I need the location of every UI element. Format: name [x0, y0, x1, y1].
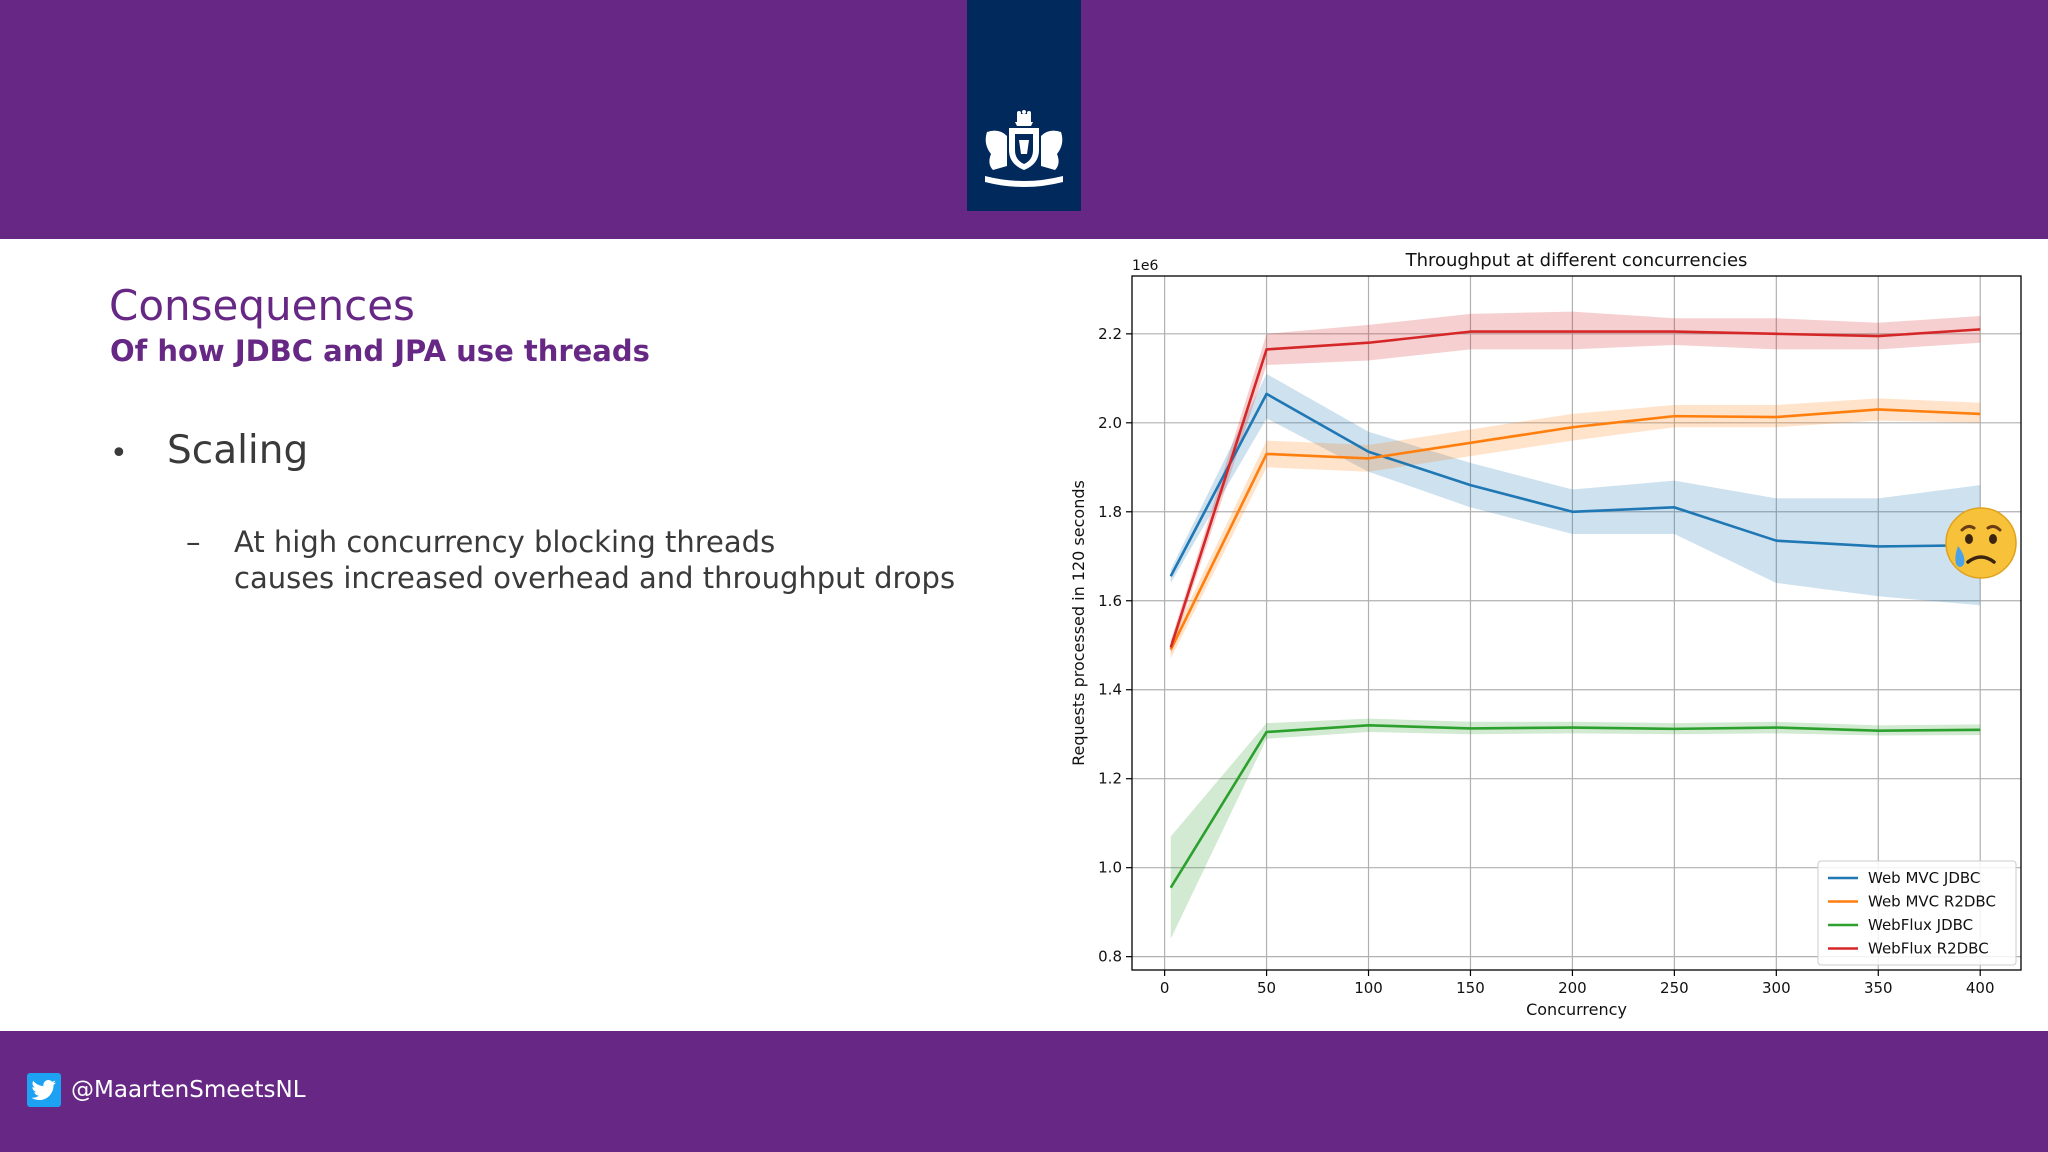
- twitter-icon: [31, 1080, 56, 1100]
- x-tick-label: 150: [1456, 979, 1485, 997]
- bullet-marker: •: [110, 436, 128, 471]
- y-tick-label: 1.6: [1098, 592, 1122, 610]
- y-tick-label: 2.0: [1098, 414, 1122, 432]
- slide-title: Consequences: [109, 281, 415, 330]
- y-tick-label: 1.0: [1098, 859, 1122, 877]
- y-axis-label: Requests processed in 120 seconds: [1069, 480, 1088, 766]
- plot-frame: [1131, 275, 2022, 971]
- slide-subtitle: Of how JDBC and JPA use threads: [110, 334, 650, 368]
- twitter-handle[interactable]: @MaartenSmeetsNL: [71, 1077, 306, 1103]
- sub-bullet-line-1: At high concurrency blocking threads: [234, 525, 776, 559]
- x-tick-label: 250: [1660, 979, 1689, 997]
- sub-bullet-line-2: causes increased overhead and throughput…: [234, 561, 956, 595]
- x-tick-label: 0: [1160, 979, 1170, 997]
- legend-label: WebFlux JDBC: [1868, 916, 1973, 934]
- legend-box: [1817, 860, 2017, 966]
- confidence-band: [1170, 311, 1981, 655]
- sub-bullet-marker: –: [186, 525, 201, 559]
- chart-title: Throughput at different concurrencies: [1405, 250, 1748, 271]
- x-tick-label: 300: [1762, 979, 1791, 997]
- x-axis-label: Concurrency: [1526, 1000, 1627, 1019]
- y-tick-label: 0.8: [1098, 948, 1122, 966]
- y-tick-label: 1.4: [1098, 681, 1122, 699]
- x-tick-label: 200: [1558, 979, 1587, 997]
- legend-label: Web MVC R2DBC: [1868, 893, 1996, 911]
- y-tick-label: 1.2: [1098, 770, 1122, 788]
- x-tick-label: 100: [1354, 979, 1383, 997]
- y-tick-label: 2.2: [1098, 325, 1122, 343]
- y-tick-label: 1.8: [1098, 503, 1122, 521]
- x-tick-label: 400: [1966, 979, 1995, 997]
- logo-box: [967, 0, 1081, 211]
- series-line: [1169, 392, 1981, 577]
- footer-bar: [0, 1031, 2048, 1152]
- x-tick-label: 50: [1257, 979, 1276, 997]
- series-line: [1169, 328, 1981, 648]
- confidence-band: [1170, 373, 1981, 606]
- bullet-scaling: Scaling: [167, 428, 309, 473]
- coat-of-arms-icon: [985, 110, 1063, 187]
- series-line: [1169, 408, 1981, 651]
- crying-face-emoji: [1945, 507, 2017, 579]
- confidence-band: [1170, 398, 1981, 659]
- y-scale-label: 1e6: [1132, 258, 1159, 274]
- throughput-chart: 0 50 100 150 200 250 300 350 400 0.8 1.0 1.2 1.4 1.6 1…: [1069, 250, 2022, 1019]
- legend-label: Web MVC JDBC: [1868, 869, 1980, 887]
- x-tick-label: 350: [1864, 979, 1893, 997]
- twitter-badge[interactable]: [27, 1073, 61, 1107]
- series-line: [1169, 724, 1981, 889]
- legend-label: WebFlux R2DBC: [1868, 940, 1989, 958]
